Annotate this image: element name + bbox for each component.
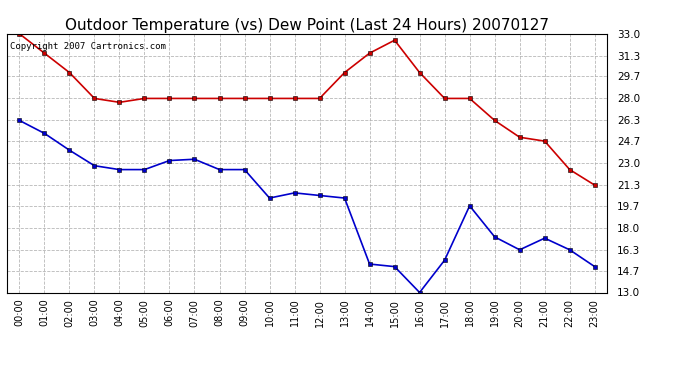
- Title: Outdoor Temperature (vs) Dew Point (Last 24 Hours) 20070127: Outdoor Temperature (vs) Dew Point (Last…: [65, 18, 549, 33]
- Text: Copyright 2007 Cartronics.com: Copyright 2007 Cartronics.com: [10, 42, 166, 51]
